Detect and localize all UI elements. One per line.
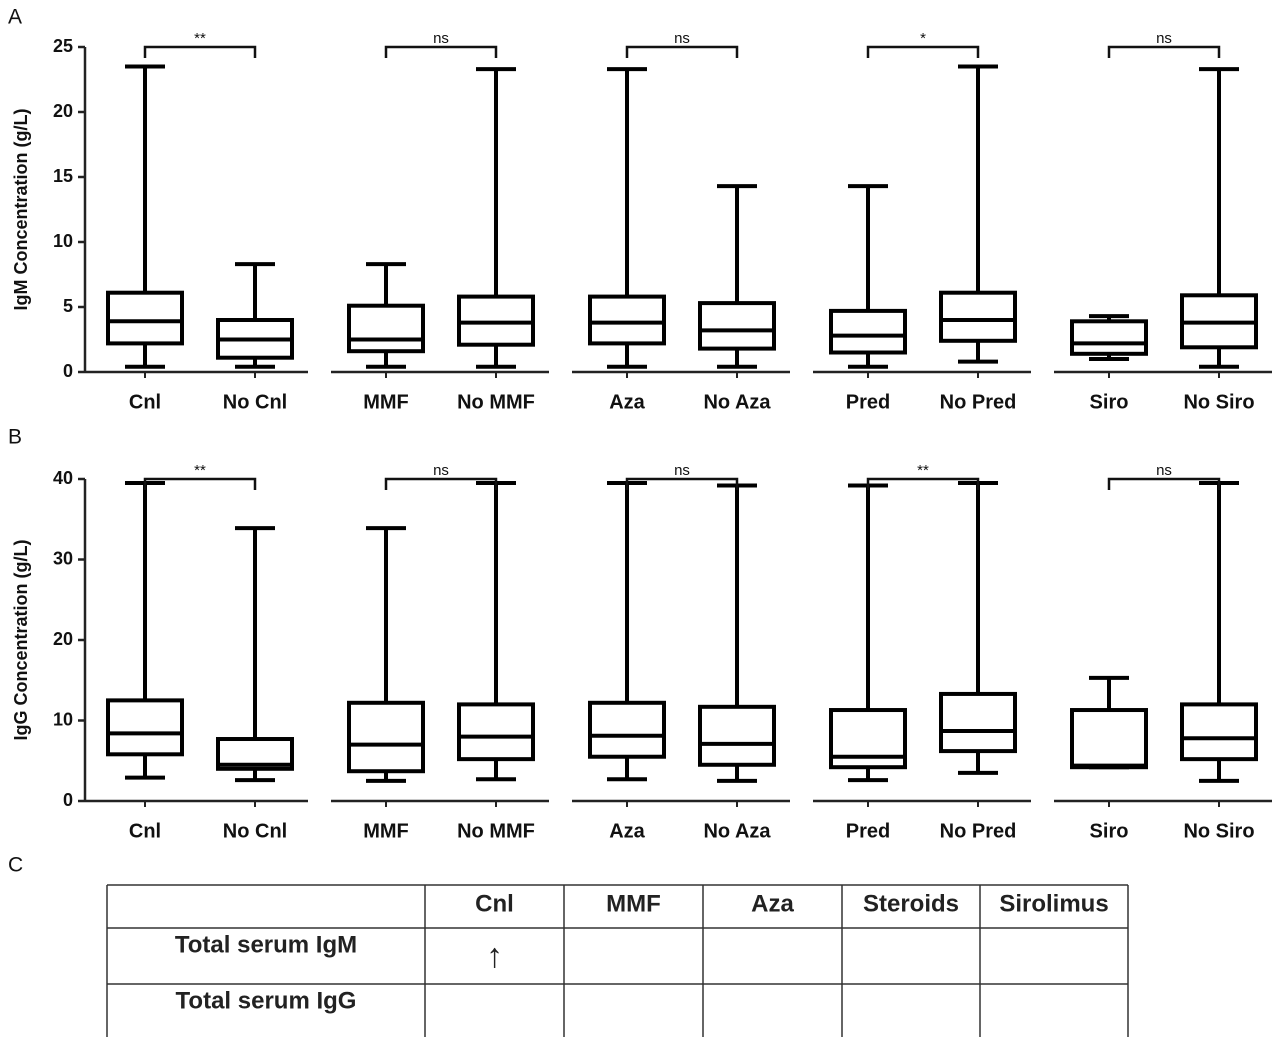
- box: [698, 704, 776, 767]
- x-tick-label: Siro: [1090, 820, 1129, 842]
- significance-label: **: [917, 462, 929, 479]
- significance-label: ns: [674, 462, 690, 479]
- box: [829, 708, 907, 770]
- x-tick-label: No Pred: [940, 820, 1017, 842]
- x-tick-label: No Cnl: [223, 820, 287, 842]
- box: [106, 698, 184, 757]
- box: [216, 737, 294, 771]
- significance-label: ns: [1156, 30, 1172, 47]
- x-tick-label: No Aza: [703, 820, 771, 842]
- x-tick-label: No Siro: [1183, 820, 1254, 842]
- significance-label: **: [194, 30, 206, 47]
- column-header: Sirolimus: [999, 890, 1108, 917]
- column-header: Steroids: [863, 890, 959, 917]
- x-tick-label: MMF: [363, 391, 409, 413]
- y-tick-label: 15: [53, 166, 73, 186]
- y-axis-label: IgG Concentration (g/L): [11, 540, 31, 741]
- significance-label: *: [920, 30, 926, 47]
- box: [939, 691, 1017, 754]
- column-header: Aza: [751, 890, 794, 917]
- x-tick-label: No MMF: [457, 391, 535, 413]
- box: [457, 702, 535, 762]
- x-tick-label: Aza: [609, 391, 645, 413]
- cell-mark: ↑: [486, 937, 503, 975]
- x-tick-label: Cnl: [129, 391, 161, 413]
- box: [1070, 319, 1148, 356]
- y-tick-label: 10: [53, 231, 73, 251]
- panel-label: B: [8, 426, 22, 449]
- significance-bracket: [1107, 477, 1221, 490]
- x-tick-label: MMF: [363, 820, 409, 842]
- significance-label: **: [194, 462, 206, 479]
- box: [698, 301, 776, 351]
- box: [588, 700, 666, 759]
- x-tick-label: No Pred: [940, 391, 1017, 413]
- significance-bracket: [866, 477, 980, 490]
- y-tick-label: 20: [53, 101, 73, 121]
- x-tick-label: Pred: [846, 391, 890, 413]
- significance-bracket: [625, 477, 739, 490]
- y-tick-label: 5: [63, 296, 73, 316]
- significance-label: ns: [433, 462, 449, 479]
- box: [106, 290, 184, 346]
- panel-label: C: [8, 854, 23, 877]
- column-header: MMF: [606, 890, 661, 917]
- box: [829, 308, 907, 355]
- y-tick-label: 0: [63, 361, 73, 381]
- significance-bracket: [1107, 45, 1221, 58]
- y-tick-label: 10: [53, 709, 73, 729]
- row-label: Total serum IgG: [176, 987, 357, 1014]
- box: [347, 700, 425, 774]
- significance-label: ns: [1156, 462, 1172, 479]
- column-header: Cnl: [475, 890, 514, 917]
- box: [347, 303, 425, 354]
- x-tick-label: Aza: [609, 820, 645, 842]
- box: [1180, 702, 1258, 762]
- x-tick-label: No Cnl: [223, 391, 287, 413]
- y-tick-label: 20: [53, 629, 73, 649]
- significance-bracket: [625, 45, 739, 58]
- significance-bracket: [143, 477, 257, 490]
- significance-label: ns: [674, 30, 690, 47]
- significance-bracket: [384, 45, 498, 58]
- y-tick-label: 0: [63, 790, 73, 810]
- y-tick-label: 30: [53, 548, 73, 568]
- significance-bracket: [384, 477, 498, 490]
- x-tick-label: No Aza: [703, 391, 771, 413]
- significance-bracket: [143, 45, 257, 58]
- row-label: Total serum IgM: [175, 931, 357, 958]
- y-tick-label: 40: [53, 468, 73, 488]
- box: [588, 294, 666, 346]
- x-tick-label: Pred: [846, 820, 890, 842]
- y-axis-label: IgM Concentration (g/L): [11, 109, 31, 311]
- significance-bracket: [866, 45, 980, 58]
- x-tick-label: Siro: [1090, 391, 1129, 413]
- significance-label: ns: [433, 30, 449, 47]
- x-tick-label: No Siro: [1183, 391, 1254, 413]
- x-tick-label: No MMF: [457, 820, 535, 842]
- y-tick-label: 25: [53, 36, 73, 56]
- box: [939, 290, 1017, 343]
- panel-label: A: [8, 6, 22, 29]
- x-tick-label: Cnl: [129, 820, 161, 842]
- box: [1070, 708, 1148, 770]
